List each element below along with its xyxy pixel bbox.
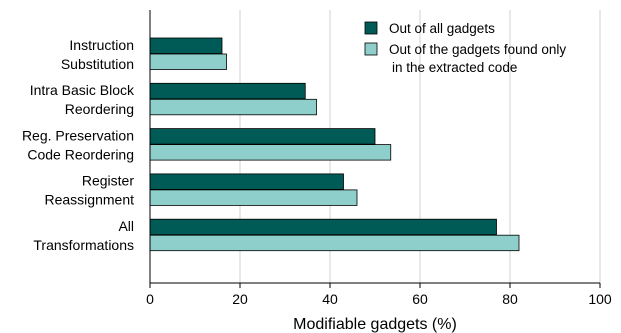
bar-series1-cat2 bbox=[149, 144, 392, 161]
legend-label-1-line0: Out of the gadgets found only bbox=[389, 42, 566, 57]
bar-series0-cat2 bbox=[149, 128, 376, 145]
bar-series1-cat3 bbox=[149, 189, 358, 206]
category-label-4-line1: Transformations bbox=[33, 237, 134, 253]
x-tick-label-4: 80 bbox=[502, 291, 518, 307]
x-tick-label-0: 0 bbox=[146, 291, 154, 307]
bar-series1-cat1 bbox=[149, 98, 317, 116]
x-tick-label-1: 20 bbox=[232, 291, 248, 307]
category-label-2-line0: Reg. Preservation bbox=[22, 127, 134, 143]
bar-series0-cat4 bbox=[149, 218, 497, 236]
bar-series1-cat0 bbox=[149, 53, 227, 70]
bar-series0-cat3 bbox=[149, 173, 344, 190]
category-label-4-line0: All bbox=[118, 218, 134, 234]
legend-label-1-line1: in the extracted code bbox=[392, 60, 517, 75]
x-tick-label-2: 40 bbox=[322, 291, 338, 307]
bars bbox=[149, 37, 520, 252]
legend-label-0-line0: Out of all gadgets bbox=[389, 21, 495, 36]
bar-series1-cat4 bbox=[149, 234, 520, 252]
x-tick-label-3: 60 bbox=[412, 291, 428, 307]
bar-series0-cat0 bbox=[149, 37, 223, 54]
category-label-0-line0: Instruction bbox=[69, 37, 134, 53]
category-label-1-line0: Intra Basic Block bbox=[30, 82, 135, 98]
bar-series0-cat1 bbox=[149, 82, 306, 100]
legend: Out of all gadgets Out of the gadgets fou… bbox=[364, 21, 566, 75]
category-label-2-line1: Code Reordering bbox=[27, 146, 134, 162]
category-labels: Instruction Substitution Intra Basic Block… bbox=[22, 37, 135, 253]
category-label-3-line1: Reassignment bbox=[45, 192, 135, 208]
x-axis-title: Modifiable gadgets (%) bbox=[293, 316, 457, 333]
category-label-3-line0: Register bbox=[82, 173, 134, 189]
category-label-1-line1: Reordering bbox=[65, 101, 134, 117]
legend-swatch-0 bbox=[364, 21, 378, 35]
legend-swatch-1 bbox=[364, 42, 378, 56]
x-tick-label-5: 100 bbox=[588, 291, 612, 307]
category-label-0-line1: Substitution bbox=[61, 56, 134, 72]
x-axis: 0 20 40 60 80 100 bbox=[146, 10, 612, 307]
